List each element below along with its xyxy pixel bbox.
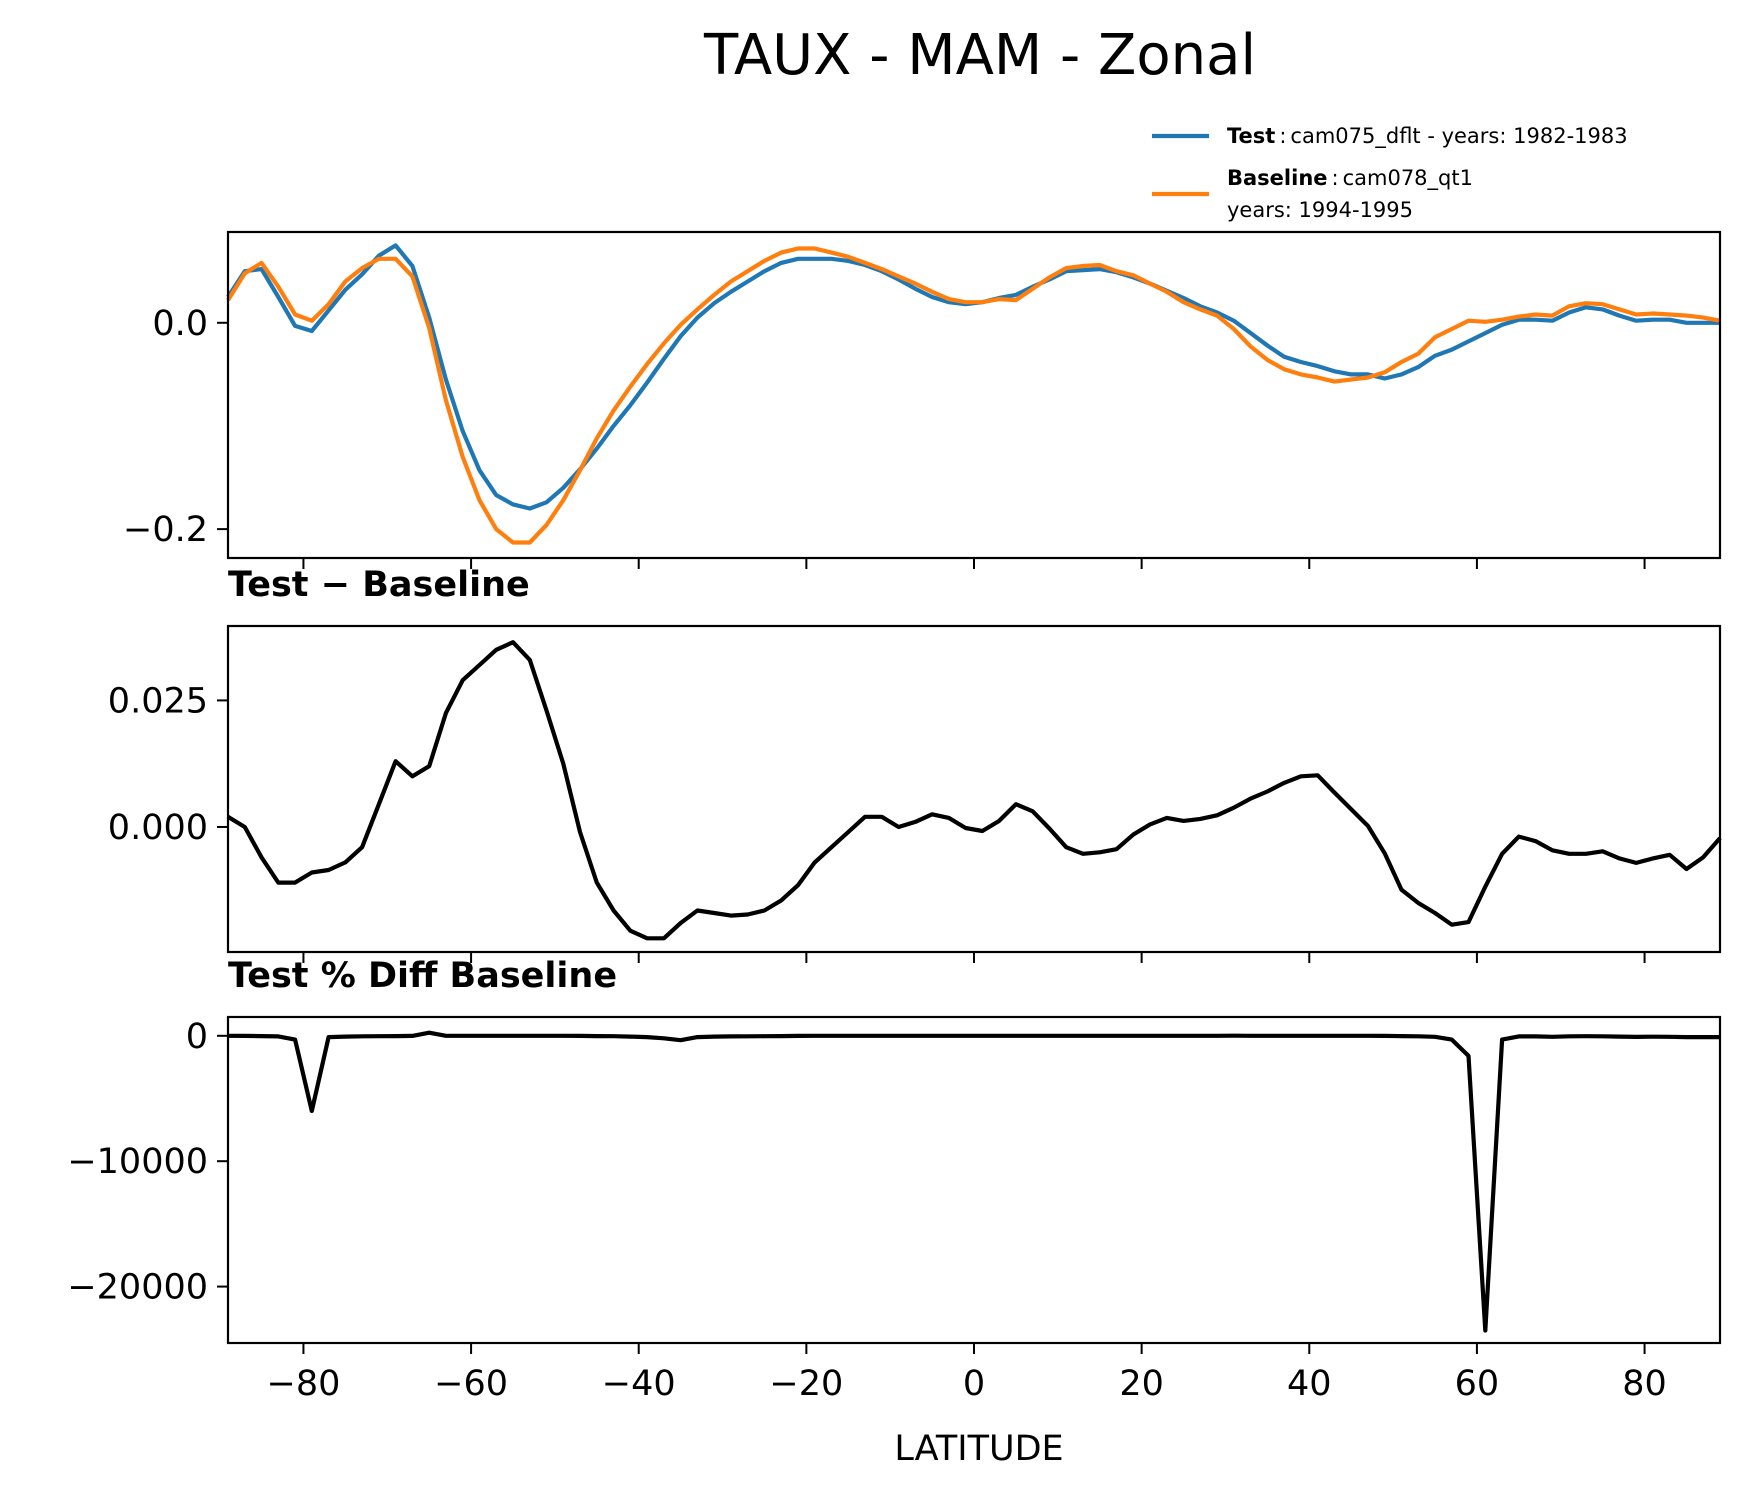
panel-2: Test − Baseline 0.025 0.000 xyxy=(108,565,1722,963)
y-tick-label: 0.0 xyxy=(152,304,208,344)
legend-entry-test: Test: cam075_dflt - years: 1982-1983 xyxy=(1152,124,1628,149)
series-line-baseline xyxy=(226,246,1721,545)
legend-label-line2: years: 1994-1995 xyxy=(1227,198,1413,222)
x-axis-label: LATITUDE xyxy=(894,1429,1063,1469)
x-tick-label: 80 xyxy=(1622,1364,1667,1404)
legend-label: Baseline: cam078_qt1 xyxy=(1227,166,1473,191)
x-tick-label: 20 xyxy=(1119,1364,1164,1404)
legend-label-text: cam075_dflt - years: 1982-1983 xyxy=(1290,124,1627,149)
y-tick-label: 0.025 xyxy=(108,681,208,721)
x-tick-label: −20 xyxy=(769,1364,843,1404)
y-tick-label: −10000 xyxy=(67,1142,208,1182)
legend-label-text: cam078_qt1 xyxy=(1343,166,1473,191)
legend: Test: cam075_dflt - years: 1982-1983Basel… xyxy=(1152,124,1628,222)
x-tick-label: 60 xyxy=(1455,1364,1500,1404)
figure-title: TAUX - MAM - Zonal xyxy=(703,23,1256,88)
y-tick-label: 0.000 xyxy=(108,808,208,848)
x-tick-label: −60 xyxy=(434,1364,508,1404)
panel-3-title: Test % Diff Baseline xyxy=(228,956,617,996)
legend-label-bold: Test xyxy=(1227,124,1275,148)
legend-label-bold: Baseline xyxy=(1227,166,1328,190)
y-tick-label: 0 xyxy=(186,1017,208,1057)
panels: 0.0 −0.2 Test − Baseline 0.025 0.000 Test % D… xyxy=(67,230,1722,1404)
panel-3: Test % Diff Baseline 0 −10000 −20000 −80 −60 −… xyxy=(67,956,1722,1404)
series-line-panel3 xyxy=(227,1030,1720,1333)
x-tick-label: −80 xyxy=(267,1364,341,1404)
x-tick-label: 0 xyxy=(963,1364,985,1404)
panel-2-title: Test − Baseline xyxy=(228,565,530,605)
legend-label-sep: : xyxy=(1279,124,1286,148)
x-tick-label: 40 xyxy=(1287,1364,1332,1404)
x-tick-label: −40 xyxy=(602,1364,676,1404)
series-line-panel2 xyxy=(226,640,1722,941)
legend-label: Test: cam075_dflt - years: 1982-1983 xyxy=(1227,124,1628,149)
panel-1: 0.0 −0.2 xyxy=(123,230,1722,569)
legend-label-sep: : xyxy=(1332,166,1339,190)
legend-entry-baseline: Baseline: cam078_qt1 years: 1994-1995 xyxy=(1152,166,1473,222)
y-tick-label: −20000 xyxy=(67,1268,208,1308)
y-tick-label: −0.2 xyxy=(123,510,208,550)
